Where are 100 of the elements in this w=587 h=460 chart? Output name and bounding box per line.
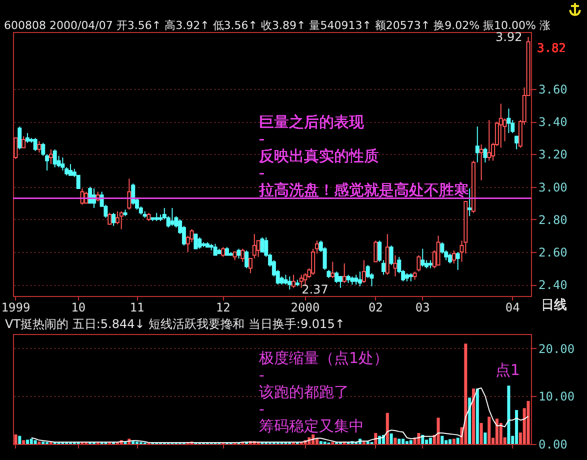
candlestick: [18, 126, 22, 150]
candlestick: [436, 235, 440, 266]
candlestick: [358, 271, 362, 287]
x-tick-label: 1999: [1, 300, 30, 314]
annotation: -: [259, 400, 264, 418]
annotation: 3.92: [496, 30, 522, 44]
bar: [484, 432, 487, 444]
candlestick: [506, 108, 511, 134]
candlestick: [393, 254, 398, 277]
candlestick: [334, 271, 339, 284]
bar: [319, 441, 322, 444]
x-tick-label: 11: [130, 300, 144, 314]
candlestick: [498, 103, 503, 148]
bar: [515, 410, 518, 444]
bar: [526, 400, 530, 444]
candlestick: [131, 183, 136, 206]
candlestick: [80, 188, 84, 206]
candlestick: [119, 210, 124, 230]
candlestick: [33, 137, 38, 152]
bar: [398, 438, 401, 444]
candlestick: [127, 178, 132, 210]
x-axis-title: 日线: [541, 298, 567, 313]
candlestick: [420, 248, 425, 268]
bar: [22, 440, 26, 444]
bar: [390, 433, 393, 444]
y-tick-label: 3.20: [538, 148, 568, 162]
bar: [402, 438, 405, 444]
candlestick: [338, 276, 342, 288]
x-tick-label: 03: [415, 300, 430, 314]
bar: [428, 438, 432, 444]
candlestick: [299, 274, 304, 288]
candlestick: [112, 212, 116, 226]
annotation: 2.37: [302, 282, 328, 296]
annotation: 拉高洗盘！感觉就是高处不胜寒: [259, 181, 469, 199]
x-tick-label: 2000: [290, 300, 320, 314]
bar: [495, 418, 498, 444]
candlestick: [221, 246, 226, 258]
x-tick-label: 02: [368, 300, 383, 314]
candlestick: [483, 147, 488, 163]
candlestick: [475, 126, 480, 163]
annotation: 极度缩量（点1处）: [258, 349, 389, 367]
bar: [374, 433, 378, 444]
candlestick: [330, 261, 335, 279]
bar: [30, 438, 33, 444]
y-tick-label: 2.40: [538, 278, 568, 292]
bar: [315, 438, 318, 444]
candlestick: [60, 156, 65, 172]
candlestick: [342, 262, 346, 284]
annotation: 筹码稳定又集中: [259, 417, 364, 435]
candlestick: [52, 148, 57, 168]
bar: [386, 412, 389, 444]
annotation: 反映出真实的性质: [259, 147, 379, 165]
candlestick: [448, 253, 452, 264]
bar: [436, 418, 440, 444]
chart-subtitle: 600808 2000/04/07 开3.56↑ 高3.92↑ 低3.56↑ 收3.89↑ 量540913↑ 额20573↑ 换9.02% 振10.00% 涨: [4, 18, 550, 32]
x-tick-label: 12: [216, 300, 230, 314]
candlestick: [362, 260, 366, 284]
bar: [499, 422, 502, 444]
bar: [488, 416, 491, 444]
chart-subtitle: VT挺热闹的 五日:5.844↓ 短线活跃我要搀和 当日换手:9.015↑: [5, 317, 345, 331]
bar: [472, 388, 475, 444]
candlestick: [240, 248, 245, 262]
bar: [26, 440, 29, 444]
bar: [440, 436, 444, 444]
candlestick: [213, 243, 218, 256]
candlestick: [288, 276, 292, 290]
y-tick-label: 2.60: [538, 246, 568, 260]
bar: [34, 440, 37, 444]
bar: [444, 440, 448, 444]
x-tick-label: 04: [505, 300, 520, 314]
bar: [409, 440, 412, 444]
x-tick-label: 10: [71, 300, 86, 314]
bar: [448, 439, 452, 444]
candlestick: [236, 248, 241, 260]
bar: [480, 422, 483, 444]
candlestick: [452, 250, 456, 264]
bar: [456, 438, 460, 444]
candlestick: [108, 212, 112, 225]
candlestick: [68, 164, 73, 176]
bar: [394, 438, 397, 444]
candlestick: [244, 250, 249, 269]
bar: [14, 434, 18, 444]
annotation: -: [259, 164, 264, 182]
bar: [476, 388, 479, 444]
candlestick: [487, 120, 492, 162]
candlestick: [170, 208, 174, 226]
annotation: -: [259, 366, 264, 384]
candlestick: [292, 274, 296, 288]
bar: [132, 441, 135, 444]
bar: [464, 344, 468, 444]
annotation: 巨量之后的表现: [259, 113, 364, 131]
bar: [405, 441, 408, 444]
y-tick-label: 20.00: [538, 342, 575, 356]
bar: [507, 386, 510, 444]
candlestick: [284, 274, 288, 286]
y-tick-label: 2.80: [538, 212, 568, 227]
candlestick: [416, 254, 421, 272]
candlestick: [14, 137, 18, 160]
y-tick-label: 0.00: [538, 438, 568, 452]
candlestick: [389, 244, 394, 266]
